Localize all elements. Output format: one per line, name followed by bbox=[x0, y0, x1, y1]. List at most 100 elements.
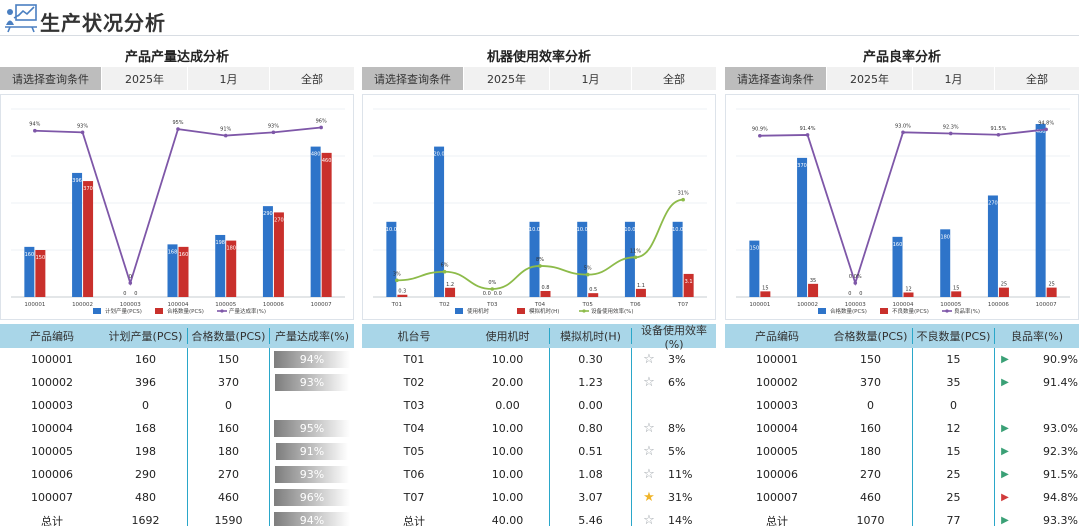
col-header: 产品编码 bbox=[755, 330, 799, 343]
table-row: T07 10.00 3.07 ★ 31% bbox=[362, 486, 716, 509]
rate-cell: ☆ 8% bbox=[632, 417, 716, 440]
rate-value: 5% bbox=[668, 445, 686, 458]
yield-chart: 160 150 100001 396 370 100002 0 0 100003 168 160 10… bbox=[0, 94, 354, 320]
bar bbox=[72, 172, 83, 297]
green-flag-icon: ▶ bbox=[1001, 354, 1009, 365]
quality-chart-svg: 150 15 100001 370 35 100002 0 0 100003 160 12 10000… bbox=[736, 108, 1070, 315]
table-row: 100007 460 25 ▶ 94.8% bbox=[725, 486, 1079, 509]
scope-filter[interactable]: 全部 bbox=[301, 72, 323, 86]
rate-value: 14% bbox=[668, 514, 693, 526]
scope-filter[interactable]: 全部 bbox=[663, 72, 685, 86]
col-header: 设备使用效率(%) bbox=[641, 323, 707, 351]
col-header: 产品编码 bbox=[30, 330, 74, 343]
ng-cell: 0 bbox=[913, 394, 995, 417]
legend-swatch bbox=[818, 308, 826, 314]
table-row: 100003 0 0 bbox=[725, 394, 1079, 417]
rate-cell: ▶ 92.3% bbox=[995, 440, 1079, 463]
bar-label: 150 bbox=[750, 246, 760, 252]
plan-cell: 480 bbox=[104, 486, 188, 509]
month-filter[interactable]: 1月 bbox=[188, 67, 270, 90]
bar bbox=[903, 292, 914, 297]
tick-label: 100001 bbox=[749, 302, 770, 308]
bar-label: 0 bbox=[123, 291, 126, 297]
bar bbox=[529, 221, 540, 297]
rate-cell: ☆ 6% bbox=[632, 371, 716, 394]
rate-value: 91.4% bbox=[1043, 376, 1078, 389]
sim-cell: 0.30 bbox=[550, 348, 632, 371]
rate-cell bbox=[995, 394, 1079, 417]
line-label: 95% bbox=[172, 120, 183, 126]
star-outline-icon: ☆ bbox=[643, 467, 655, 482]
rate-value: 94.8% bbox=[1043, 491, 1078, 504]
col-header: 计划产量(PCS) bbox=[104, 328, 188, 344]
bar-label: 160 bbox=[179, 252, 189, 258]
machine-efficiency-panel: 机器使用效率分析 请选择查询条件 2025年 1月 全部 10.0 0.3 T01 2… bbox=[362, 36, 716, 526]
tick-label: 100002 bbox=[72, 302, 93, 308]
table-row: 总计 1070 77 ▶ 93.3% bbox=[725, 509, 1079, 526]
table-row: 100005 180 15 ▶ 92.3% bbox=[725, 440, 1079, 463]
rate-bar: 93% bbox=[274, 466, 350, 483]
bar-label: 370 bbox=[83, 186, 93, 192]
bar-label: 270 bbox=[988, 200, 998, 206]
plan-cell: 1692 bbox=[104, 509, 188, 526]
star-outline-icon: ☆ bbox=[643, 444, 655, 459]
tick-label: T01 bbox=[391, 302, 402, 308]
code-cell: 100002 bbox=[31, 376, 73, 389]
year-filter[interactable]: 2025年 bbox=[464, 67, 550, 90]
table-row: 100003 0 0 bbox=[0, 394, 354, 417]
green-flag-icon: ▶ bbox=[1001, 515, 1009, 526]
table-row: 100001 150 15 ▶ 90.9% bbox=[725, 348, 1079, 371]
presentation-chart-icon bbox=[5, 4, 37, 33]
table-row: 100007 480 460 96% bbox=[0, 486, 354, 509]
bar bbox=[588, 293, 599, 297]
tick-label: 100007 bbox=[311, 302, 332, 308]
sim-cell: 1.08 bbox=[550, 463, 632, 486]
tick-label: 100006 bbox=[988, 302, 1009, 308]
code-cell: 总计 bbox=[766, 514, 788, 526]
year-filter[interactable]: 2025年 bbox=[102, 67, 188, 90]
legend-swatch bbox=[517, 308, 525, 314]
code-cell: 100007 bbox=[756, 491, 798, 504]
table-row: T03 0.00 0.00 bbox=[362, 394, 716, 417]
table-row: 100006 270 25 ▶ 91.5% bbox=[725, 463, 1079, 486]
code-cell: T07 bbox=[403, 491, 425, 504]
page-header: 生产状况分析 bbox=[0, 0, 1079, 36]
table-row: T04 10.00 0.80 ☆ 8% bbox=[362, 417, 716, 440]
bar-label: 0 bbox=[859, 291, 862, 297]
filter-label: 请选择查询条件 bbox=[0, 67, 102, 90]
bar-label: 180 bbox=[226, 246, 236, 252]
bar bbox=[760, 291, 771, 297]
rate-bar: 94% bbox=[274, 512, 350, 526]
month-filter[interactable]: 1月 bbox=[913, 67, 995, 90]
year-filter[interactable]: 2025年 bbox=[827, 67, 913, 90]
table-row: 100004 160 12 ▶ 93.0% bbox=[725, 417, 1079, 440]
green-flag-icon: ▶ bbox=[1001, 469, 1009, 480]
ok-cell: 370 bbox=[829, 371, 913, 394]
bar-label: 460 bbox=[322, 158, 332, 164]
rate-cell: ☆ 14% bbox=[632, 509, 716, 526]
ok-cell: 150 bbox=[188, 348, 270, 371]
code-cell: T03 bbox=[403, 399, 425, 412]
bar bbox=[167, 244, 178, 297]
rate-cell: 94% bbox=[270, 509, 354, 526]
bar-label: 20.0 bbox=[434, 152, 445, 158]
rate-cell: ▶ 91.4% bbox=[995, 371, 1079, 394]
tick-label: T04 bbox=[534, 302, 546, 308]
bar-label: 396 bbox=[72, 178, 82, 184]
table-row: 总计 1692 1590 94% bbox=[0, 509, 354, 526]
scope-filter[interactable]: 全部 bbox=[1026, 72, 1048, 86]
bar-label: 35 bbox=[810, 278, 816, 284]
tick-label: 100003 bbox=[845, 302, 866, 308]
legend-dot bbox=[945, 309, 949, 313]
bar bbox=[445, 287, 456, 297]
rate-cell: 91% bbox=[270, 440, 354, 463]
bar bbox=[987, 195, 998, 297]
ok-cell: 160 bbox=[188, 417, 270, 440]
table-header: 机台号 使用机时 模拟机时(H) 设备使用效率(%) bbox=[362, 323, 716, 351]
tick-label: 100004 bbox=[893, 302, 914, 308]
rate-value: 6% bbox=[668, 376, 686, 389]
code-cell: 100005 bbox=[756, 445, 798, 458]
tick-label: 100001 bbox=[24, 302, 45, 308]
month-filter[interactable]: 1月 bbox=[550, 67, 632, 90]
ok-cell: 160 bbox=[829, 417, 913, 440]
